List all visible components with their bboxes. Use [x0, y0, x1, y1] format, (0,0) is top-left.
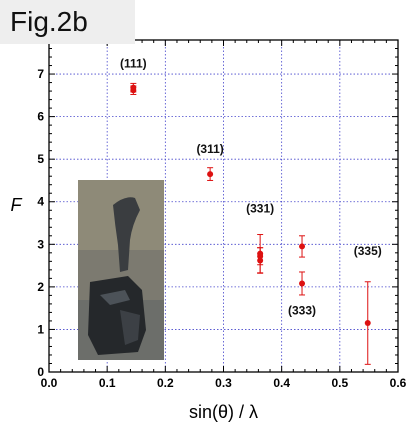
x-axis-title: sin(θ) / λ: [189, 402, 258, 422]
miller-index-label: (311): [196, 142, 223, 156]
x-tick-label: 0.6: [390, 376, 407, 390]
data-point: [130, 84, 137, 91]
data-point: [207, 171, 214, 178]
plot-axes: 0.0 0.1 0.2 0.3 0.4 0.5 0.6 0 1 2 3 4 5 6 7 sin(θ) / λ F: [11, 39, 407, 422]
data-point: [364, 320, 371, 327]
y-tick-label: 6: [37, 110, 44, 124]
x-tick-label: 0.4: [273, 376, 290, 390]
miller-index-label: (333): [288, 304, 316, 318]
y-tick-label: 4: [37, 195, 44, 209]
miller-index-label: (335): [354, 244, 382, 258]
y-tick-label: 1: [37, 322, 44, 336]
y-tick-label: 3: [37, 237, 44, 251]
y-tick-label: 2: [37, 280, 44, 294]
miller-index-label: (331): [246, 201, 274, 215]
miller-index-label: (111): [120, 57, 147, 71]
inset-photo: [78, 180, 164, 360]
x-tick-label: 0.5: [331, 376, 348, 390]
y-tick-label: 0: [37, 365, 44, 379]
y-tick-label: 5: [37, 152, 44, 166]
figure-label: Fig.2b: [0, 0, 135, 44]
data-point: [299, 280, 306, 287]
y-axis-title: F: [11, 195, 23, 215]
point-labels: (111) (311) (331) (335) (333): [120, 57, 382, 318]
data-point: [257, 257, 264, 264]
x-tick-label: 0.3: [215, 376, 232, 390]
data-point: [299, 243, 306, 250]
x-tick-label: 0.0: [41, 376, 58, 390]
data-points: [130, 82, 371, 365]
x-tick-label: 0.2: [157, 376, 174, 390]
y-tick-label: 7: [37, 67, 44, 81]
x-tick-label: 0.1: [99, 376, 116, 390]
